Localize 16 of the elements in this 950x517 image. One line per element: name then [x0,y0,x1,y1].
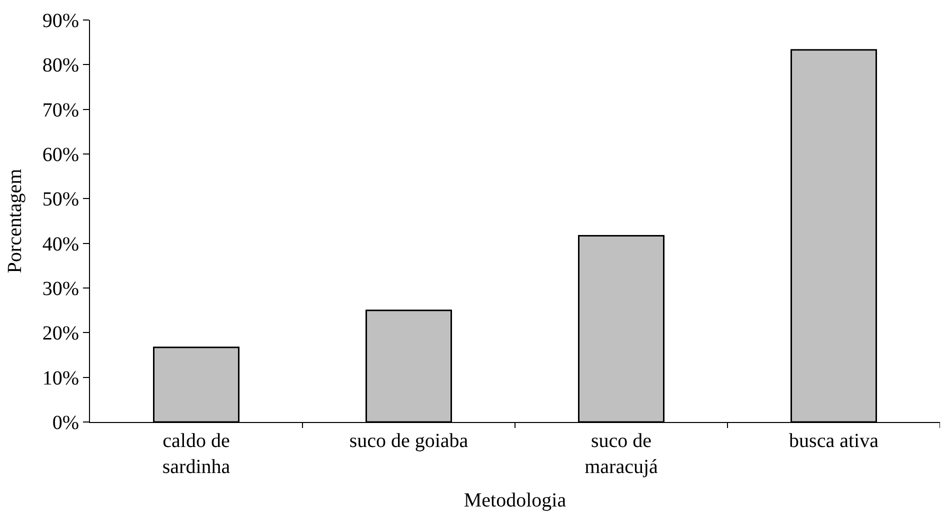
x-tick-label: suco de maracujá [584,430,658,478]
y-tick-label: 60% [42,144,79,166]
y-tick-label: 20% [42,322,79,345]
y-tick-label: 90% [42,10,79,32]
x-tick-label: busca ativa [789,430,879,452]
y-tick-label: 70% [42,99,79,122]
y-axis-title: Porcentagem [4,168,26,274]
y-tick-label: 40% [42,233,79,256]
x-axis-title: Metodologia [464,490,566,512]
x-tick-label: suco de goiaba [349,430,468,452]
x-tick-label: caldo de sardinha [162,430,230,478]
y-tick-label: 30% [42,278,79,300]
y-tick-label: 80% [42,54,79,77]
y-tick-label: 0% [52,412,79,434]
y-tick-label: 50% [42,188,79,211]
y-tick-label: 10% [42,367,79,390]
